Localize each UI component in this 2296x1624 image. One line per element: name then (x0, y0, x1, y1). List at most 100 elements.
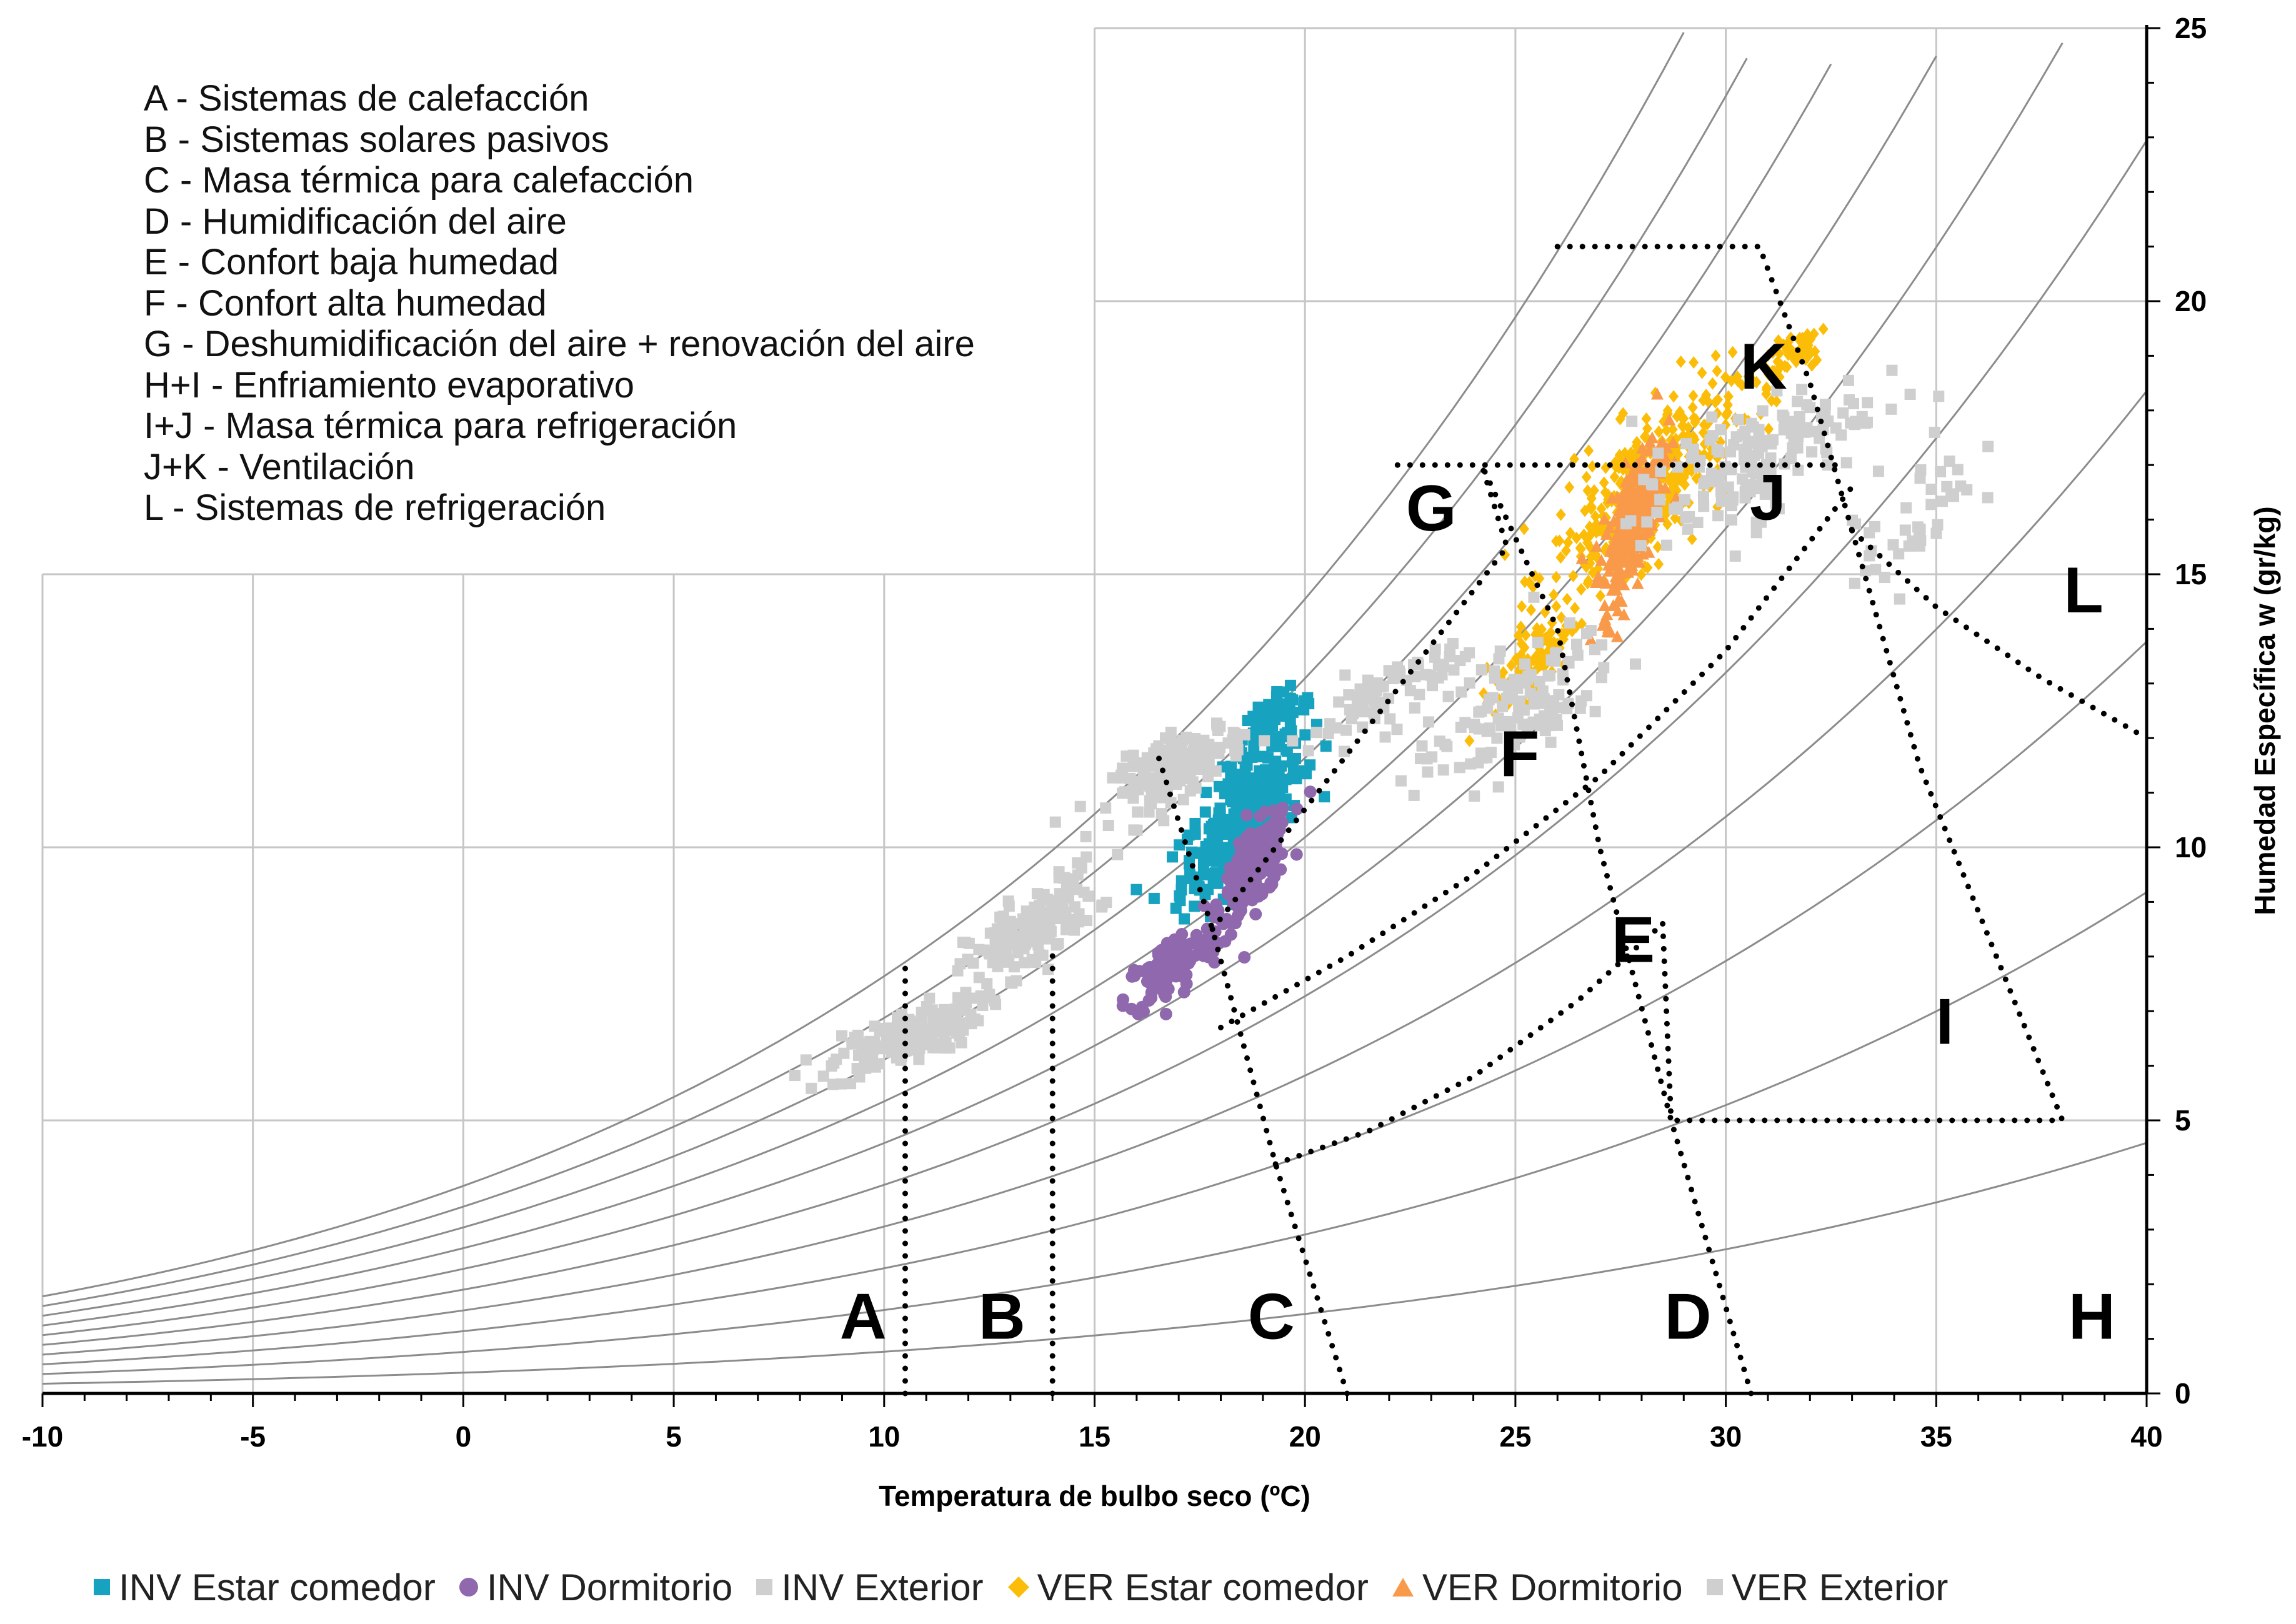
data-point (1096, 901, 1108, 913)
data-point (1504, 724, 1516, 736)
legend-item: INV Exterior (756, 1566, 984, 1609)
data-point (1189, 733, 1201, 745)
data-point (1822, 459, 1834, 471)
data-point (1605, 491, 1619, 504)
data-point (1519, 522, 1529, 536)
legend-marker-diamond-icon (1007, 1577, 1029, 1598)
data-point (1837, 407, 1849, 419)
data-point (1199, 753, 1210, 765)
data-point (1263, 880, 1276, 894)
data-point (1630, 658, 1642, 670)
data-point (1688, 389, 1699, 402)
zone-boundary-I (1668, 527, 2067, 1123)
data-point (1568, 569, 1579, 582)
data-point (1722, 481, 1734, 493)
strategy-legend-item: H+I - Enfriamiento evaporativo (144, 364, 634, 406)
zone-boundary-F-G (1209, 462, 1510, 932)
legend-label: INV Estar comedor (119, 1566, 436, 1608)
legend-item: VER Exterior (1706, 1566, 1948, 1609)
rh-curve (42, 891, 2147, 1375)
data-point (1818, 322, 1829, 336)
legend-label: INV Dormitorio (486, 1566, 733, 1608)
data-point (1604, 625, 1617, 638)
data-point (1726, 374, 1737, 387)
x-tick-label: 10 (868, 1420, 900, 1453)
data-point (1689, 356, 1699, 369)
data-point (1183, 772, 1195, 784)
data-point (906, 1042, 918, 1054)
zone-boundaries (902, 244, 2150, 1397)
data-point (1652, 447, 1664, 459)
data-point (1555, 508, 1566, 521)
data-point (1272, 811, 1285, 824)
data-point (1632, 555, 1645, 568)
data-point (1596, 639, 1608, 651)
data-point (1806, 446, 1818, 458)
data-point (1284, 722, 1296, 734)
data-point (1886, 364, 1898, 376)
data-point (1180, 731, 1192, 743)
data-point (1213, 843, 1225, 855)
data-point (1672, 410, 1682, 423)
data-point (1210, 717, 1222, 729)
data-point (817, 1070, 829, 1082)
data-point (1732, 414, 1744, 426)
data-point (1631, 577, 1644, 589)
data-point (1246, 885, 1259, 898)
data-point (1269, 762, 1280, 774)
data-point (1650, 387, 1664, 400)
data-point (1192, 764, 1204, 775)
data-point (1570, 602, 1580, 615)
data-point (1575, 552, 1589, 564)
data-point (1067, 873, 1079, 885)
data-point (1422, 716, 1434, 728)
data-point (1549, 589, 1559, 602)
data-point (1620, 543, 1633, 555)
zone-label: G (1406, 472, 1457, 545)
data-point (1481, 752, 1493, 764)
data-point (972, 1015, 984, 1027)
data-point (1637, 499, 1650, 512)
data-point (1177, 794, 1189, 805)
series-legend: INV Estar comedor INV Dormitorio INV Exter… (94, 1562, 1972, 1612)
data-point (997, 956, 1009, 968)
data-point (1602, 564, 1615, 577)
data-point (1304, 759, 1316, 771)
x-tick-label: 15 (1079, 1420, 1111, 1453)
zone-label: L (2064, 554, 2104, 627)
rh-curve (42, 139, 2148, 1346)
data-point (1576, 583, 1587, 596)
data-point (1339, 745, 1350, 757)
data-point (1235, 872, 1249, 885)
data-point (1340, 724, 1352, 736)
x-tick-label: 35 (1920, 1420, 1952, 1453)
data-point (1169, 755, 1181, 767)
data-point (1637, 530, 1650, 542)
data-point (1711, 444, 1723, 456)
data-point (1722, 399, 1733, 412)
data-point (1179, 913, 1190, 925)
data-point (845, 1078, 857, 1090)
data-point (1656, 436, 1669, 449)
data-point (1247, 727, 1259, 739)
data-point (1249, 907, 1262, 920)
data-point (1005, 976, 1017, 988)
data-point (1636, 441, 1649, 454)
data-point (1797, 332, 1808, 345)
data-point (1276, 731, 1288, 743)
data-point (1464, 647, 1475, 659)
data-point (1642, 545, 1655, 558)
data-point (1850, 518, 1862, 530)
data-point (1732, 374, 1743, 387)
data-point (1127, 760, 1139, 772)
data-point (1654, 494, 1666, 506)
data-point (1620, 474, 1633, 486)
data-point (1213, 780, 1225, 792)
data-point (1230, 795, 1242, 807)
data-point (1102, 820, 1114, 832)
data-point (1585, 557, 1595, 570)
data-point (1609, 471, 1620, 484)
data-point (1059, 872, 1071, 884)
data-point (1804, 402, 1816, 414)
